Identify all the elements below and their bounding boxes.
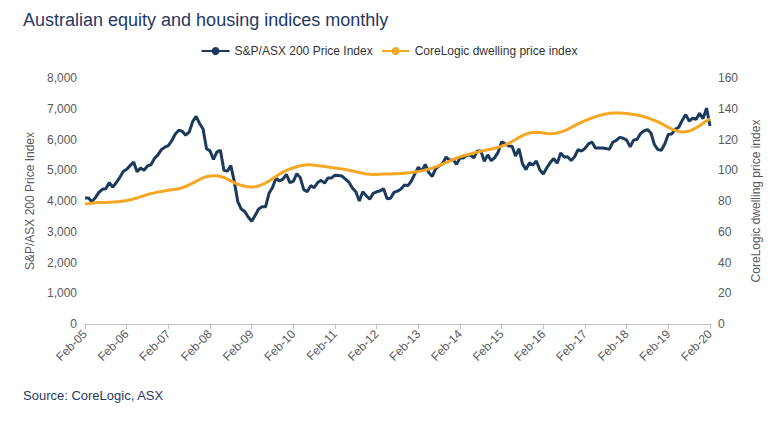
svg-text:Feb-19: Feb-19 [637, 327, 674, 364]
svg-text:S&P/ASX 200 Price Index: S&P/ASX 200 Price Index [23, 132, 37, 270]
svg-text:CoreLogic dwelling price index: CoreLogic dwelling price index [749, 120, 763, 283]
svg-text:140: 140 [718, 102, 738, 116]
svg-text:80: 80 [718, 194, 732, 208]
svg-text:4,000: 4,000 [47, 194, 77, 208]
svg-text:Feb-12: Feb-12 [345, 327, 382, 364]
svg-text:120: 120 [718, 133, 738, 147]
svg-text:Feb-15: Feb-15 [470, 327, 507, 364]
svg-text:Feb-20: Feb-20 [678, 327, 715, 364]
svg-text:20: 20 [718, 286, 732, 300]
svg-text:40: 40 [718, 256, 732, 270]
svg-text:7,000: 7,000 [47, 102, 77, 116]
svg-text:S&P/ASX 200 Price Index: S&P/ASX 200 Price Index [235, 44, 373, 58]
svg-text:Feb-07: Feb-07 [137, 327, 174, 364]
svg-text:Feb-13: Feb-13 [387, 327, 424, 364]
svg-text:Feb-09: Feb-09 [220, 327, 257, 364]
svg-text:Feb-17: Feb-17 [553, 327, 590, 364]
svg-text:0: 0 [70, 317, 77, 331]
svg-text:0: 0 [718, 317, 725, 331]
svg-text:Feb-11: Feb-11 [304, 327, 340, 363]
svg-text:160: 160 [718, 71, 738, 85]
svg-text:3,000: 3,000 [47, 225, 77, 239]
svg-text:Source: CoreLogic, ASX: Source: CoreLogic, ASX [23, 388, 164, 403]
svg-text:Feb-14: Feb-14 [428, 327, 465, 364]
svg-text:Feb-06: Feb-06 [95, 327, 132, 364]
svg-text:8,000: 8,000 [47, 71, 77, 85]
svg-text:1,000: 1,000 [47, 286, 77, 300]
svg-text:CoreLogic dwelling price index: CoreLogic dwelling price index [415, 44, 578, 58]
svg-text:2,000: 2,000 [47, 256, 77, 270]
svg-text:Feb-10: Feb-10 [262, 327, 299, 364]
svg-text:60: 60 [718, 225, 732, 239]
svg-text:100: 100 [718, 163, 738, 177]
svg-text:5,000: 5,000 [47, 163, 77, 177]
svg-text:Australian equity and housing: Australian equity and housing indices mo… [23, 10, 388, 30]
svg-text:6,000: 6,000 [47, 133, 77, 147]
svg-text:Feb-16: Feb-16 [512, 327, 549, 364]
svg-text:Feb-18: Feb-18 [595, 327, 632, 364]
svg-text:Feb-08: Feb-08 [178, 327, 215, 364]
svg-text:Feb-05: Feb-05 [53, 327, 90, 364]
